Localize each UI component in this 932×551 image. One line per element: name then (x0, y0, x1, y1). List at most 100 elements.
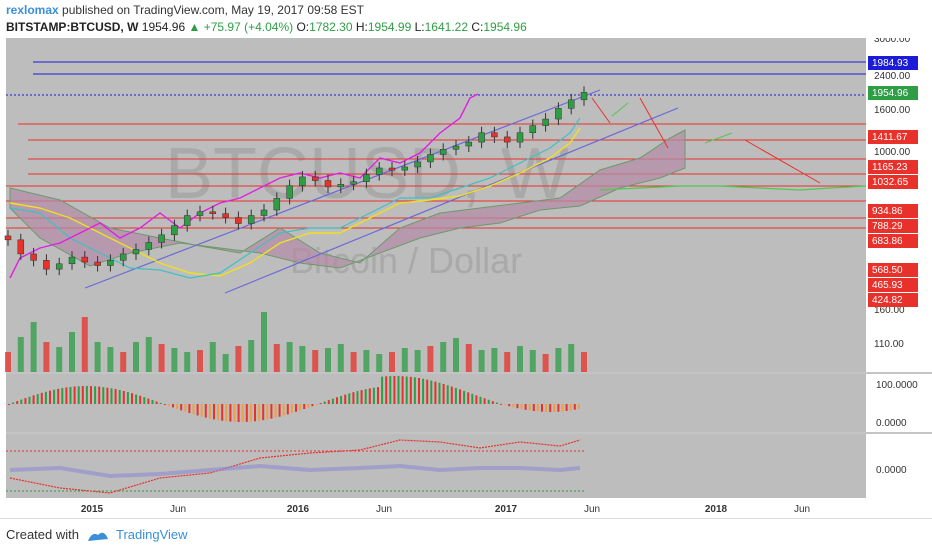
volume-bar (81, 317, 88, 372)
indicator2-pane[interactable] (6, 434, 866, 498)
indicator1-bar (155, 401, 158, 404)
indicator1-bar (147, 398, 150, 404)
indicator1-bar (262, 404, 265, 421)
candle (183, 215, 191, 226)
indicator1-bar (196, 404, 199, 416)
indicator1-bar (541, 404, 543, 412)
indicator1-bar (352, 392, 355, 404)
indicator1-bar (577, 404, 580, 409)
indicator1-bar (65, 387, 68, 404)
indicator1-bar (40, 392, 43, 404)
indicator1-bar (418, 378, 420, 404)
indicator1-bar (114, 389, 117, 404)
volume-bar (107, 347, 114, 372)
price-axis-ticks: 3000.00 2400.00 1600.00 1000.00 160.00 110.00 (874, 34, 911, 350)
price-label-text: 1984.93 (872, 58, 909, 69)
author-link[interactable]: rexlomax (6, 3, 59, 17)
indicator1-bar (28, 396, 31, 404)
price-label-box (868, 56, 918, 70)
indicator1-bar (208, 404, 211, 419)
volume-bar (222, 354, 229, 372)
indicator1-bar (286, 404, 289, 415)
time-axis-tick: Jun (584, 504, 600, 515)
indicator1-bar (512, 404, 515, 408)
candle (247, 215, 255, 224)
indicator1-bar (356, 391, 359, 404)
indicator1-bar (12, 402, 15, 404)
indicator1-bar (348, 393, 351, 404)
indicator1-bar (77, 386, 80, 404)
indicator1-bar (434, 381, 437, 404)
volume-bar (158, 344, 165, 372)
price-labels: 1984.93 1954.96 1411.67 1165.23 1032.65 934.8… (868, 56, 918, 307)
time-axis-ticks: 2015 Jun 2016 Jun 2017 Jun 2018 Jun (81, 504, 810, 515)
indicator1-bar (569, 404, 572, 411)
indicator1-bar (290, 404, 293, 414)
chart-svg[interactable]: BTCUSD, W Bitcoin / Dollar (0, 34, 932, 518)
symbol-name: BITSTAMP:BTCUSD, W (6, 20, 139, 34)
indicator1-bar (545, 404, 548, 412)
candle (260, 209, 268, 216)
indicator1-bar (237, 404, 240, 422)
indicator1-bar (151, 399, 154, 404)
indicator1-bar (565, 404, 568, 411)
indicator1-bar (442, 383, 445, 404)
volume-bar (286, 342, 293, 372)
volume-bar (401, 348, 408, 372)
indicator1-bar (561, 404, 564, 412)
close-label: C: (471, 20, 484, 34)
price-axis-tick: 2400.00 (874, 71, 911, 82)
candle (324, 180, 332, 188)
volume-bar (43, 342, 50, 372)
candle (55, 263, 63, 270)
indicator1-bar (295, 404, 297, 412)
volume-bar (376, 354, 383, 372)
indicator1-bar (266, 404, 269, 420)
candle (132, 249, 140, 255)
price-label-box (868, 175, 918, 189)
indicator1-bar (500, 403, 502, 405)
indicator1-bar (143, 397, 146, 404)
high-value: 1954.99 (367, 20, 412, 34)
candle (273, 198, 281, 211)
indicator1-bar (430, 380, 433, 404)
candle (350, 181, 357, 185)
indicator1-bar (319, 403, 322, 405)
indicator1-bar (364, 389, 367, 404)
price-axis-tick: 110.00 (874, 339, 904, 350)
candle (452, 145, 460, 150)
candle (145, 242, 153, 250)
indicator1-bar (307, 404, 310, 408)
candle (81, 256, 89, 263)
candle (299, 176, 306, 186)
tradingview-brand-link[interactable]: TradingView (116, 527, 188, 542)
indicator1-bar (315, 404, 318, 405)
volume-bar (312, 350, 319, 372)
time-axis-tick: Jun (794, 504, 810, 515)
indicator1-bar (495, 402, 498, 404)
indicator1-bar (278, 404, 281, 417)
projection-arrow-3 (744, 139, 821, 184)
volume-bar (555, 348, 562, 372)
indicator1-bar (200, 404, 203, 417)
volume-bar (504, 352, 511, 372)
indicator1-bar (438, 382, 441, 404)
price-label-text: 1954.96 (872, 88, 909, 99)
candle (439, 149, 447, 155)
indicator1-bar (53, 389, 56, 404)
volume-bar (414, 350, 421, 372)
indicator1-bars (8, 376, 580, 422)
price-pane[interactable] (6, 38, 866, 372)
price-label-box (868, 263, 918, 277)
time-axis[interactable] (0, 498, 932, 518)
indicator1-bar (213, 404, 215, 420)
symbol-line: BITSTAMP:BTCUSD, W 1954.96 ▲ +75.97 (+4.… (6, 20, 527, 34)
candle (555, 108, 562, 120)
volume-group (5, 312, 587, 372)
candle (491, 132, 498, 138)
chart-area[interactable]: BTCUSD, W Bitcoin / Dollar (0, 34, 932, 518)
indicator1-bar (450, 386, 453, 404)
indicator1-bar (393, 376, 396, 404)
indicator1-bar (331, 398, 334, 404)
indicator1-bar (389, 376, 392, 404)
